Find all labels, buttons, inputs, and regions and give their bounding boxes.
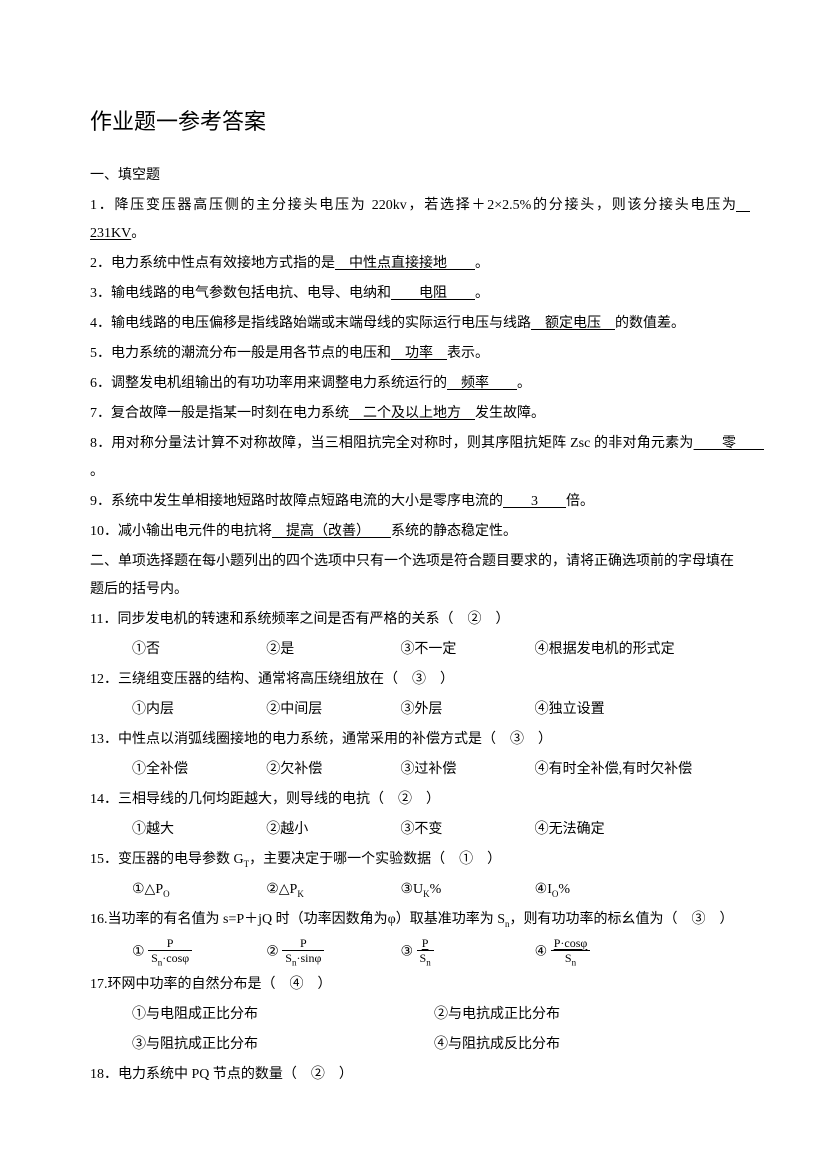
- q8-prefix: 8．用对称分量法计算不对称故障，当三相阻抗完全对称时，则其序阻抗矩阵 Zsc 的…: [90, 436, 694, 451]
- q7-prefix: 7．复合故障一般是指某一时刻在电力系统: [90, 406, 349, 421]
- q13-options: ①全补偿 ②欠补偿 ③过补偿 ④有时全补偿,有时欠补偿: [90, 756, 736, 784]
- q17-opt4: ④与阻抗成反比分布: [434, 1031, 736, 1059]
- q17-options-row2: ③与阻抗成正比分布 ④与阻抗成反比分布: [90, 1031, 736, 1059]
- q17-opt3: ③与阻抗成正比分布: [132, 1031, 434, 1059]
- question-14: 14．三相导线的几何均距越大，则导线的电抗（ ② ）: [90, 786, 736, 814]
- question-18: 18．电力系统中 PQ 节点的数量（ ② ）: [90, 1061, 736, 1089]
- q12-opt2: ②中间层: [266, 696, 400, 724]
- question-4: 4．输电线路的电压偏移是指线路始端或末端母线的实际运行电压与线路 额定电压 的数…: [90, 310, 736, 338]
- q12-opt4: ④独立设置: [535, 696, 736, 724]
- q1-prefix: 1．降压变压器高压侧的主分接头电压为 220kv，若选择＋2×2.5%的分接头，…: [90, 198, 736, 213]
- q14-opt1: ①越大: [132, 816, 266, 844]
- q13-opt1: ①全补偿: [132, 756, 266, 784]
- q8-answer: 零: [694, 436, 764, 451]
- q17-opt1: ①与电阻成正比分布: [132, 1001, 434, 1029]
- q15-opt3: ③UK%: [400, 876, 534, 904]
- q5-prefix: 5．电力系统的潮流分布一般是用各节点的电压和: [90, 346, 391, 361]
- q15-opt4: ④IO%: [535, 876, 736, 904]
- question-10: 10．减小输出电元件的电抗将 提高（改善） 系统的静态稳定性。: [90, 518, 736, 546]
- q16-opt3: ③ PSn: [400, 936, 534, 969]
- question-15: 15．变压器的电导参数 GT，主要决定于哪一个实验数据（ ① ）: [90, 846, 736, 874]
- q10-answer: 提高（改善）: [272, 524, 391, 539]
- q14-opt4: ④无法确定: [535, 816, 736, 844]
- q7-answer: 二个及以上地方: [349, 406, 475, 421]
- q11-opt1: ①否: [132, 636, 266, 664]
- q14-options: ①越大 ②越小 ③不变 ④无法确定: [90, 816, 736, 844]
- q3-prefix: 3．输电线路的电气参数包括电抗、电导、电纳和: [90, 286, 391, 301]
- question-3: 3．输电线路的电气参数包括电抗、电导、电纳和 电阻 。: [90, 280, 736, 308]
- q5-suffix: 表示。: [447, 346, 489, 361]
- q14-opt3: ③不变: [400, 816, 534, 844]
- q15-options: ①△PO ②△PK ③UK% ④IO%: [90, 876, 736, 904]
- section1-header: 一、填空题: [90, 162, 736, 190]
- question-11: 11．同步发电机的转速和系统频率之间是否有严格的关系（ ② ）: [90, 606, 736, 634]
- question-12: 12．三绕组变压器的结构、通常将高压绕组放在（ ③ ）: [90, 666, 736, 694]
- q2-prefix: 2．电力系统中性点有效接地方式指的是: [90, 256, 335, 271]
- q16-opt1: ① PSn·cosφ: [132, 936, 266, 969]
- question-9: 9．系统中发生单相接地短路时故障点短路电流的大小是零序电流的 3 倍。: [90, 488, 736, 516]
- q14-opt2: ②越小: [266, 816, 400, 844]
- q15-opt1: ①△PO: [132, 876, 266, 904]
- page-title: 作业题一参考答案: [90, 100, 736, 144]
- q9-suffix: 倍。: [566, 494, 594, 509]
- question-8: 8．用对称分量法计算不对称故障，当三相阻抗完全对称时，则其序阻抗矩阵 Zsc 的…: [90, 430, 736, 486]
- q4-prefix: 4．输电线路的电压偏移是指线路始端或末端母线的实际运行电压与线路: [90, 316, 531, 331]
- q13-opt2: ②欠补偿: [266, 756, 400, 784]
- question-7: 7．复合故障一般是指某一时刻在电力系统 二个及以上地方 发生故障。: [90, 400, 736, 428]
- q11-opt4: ④根据发电机的形式定: [535, 636, 736, 664]
- q16-prefix: 16.当功率的有名值为 s=P＋jQ 时（功率因数角为φ）取基准功率为 S: [90, 912, 505, 927]
- question-13: 13．中性点以消弧线圈接地的电力系统，通常采用的补偿方式是（ ③ ）: [90, 726, 736, 754]
- q13-opt3: ③过补偿: [400, 756, 534, 784]
- q7-suffix: 发生故障。: [475, 406, 545, 421]
- question-2: 2．电力系统中性点有效接地方式指的是 中性点直接接地 。: [90, 250, 736, 278]
- q6-answer: 频率: [447, 376, 517, 391]
- q13-opt4: ④有时全补偿,有时欠补偿: [535, 756, 736, 784]
- q17-opt2: ②与电抗成正比分布: [434, 1001, 736, 1029]
- q3-suffix: 。: [475, 286, 489, 301]
- question-16: 16.当功率的有名值为 s=P＋jQ 时（功率因数角为φ）取基准功率为 Sn，则…: [90, 906, 736, 934]
- q4-answer: 额定电压: [531, 316, 615, 331]
- question-17: 17.环网中功率的自然分布是（ ④ ）: [90, 971, 736, 999]
- q12-opt1: ①内层: [132, 696, 266, 724]
- q16-suffix: ，则有功功率的标幺值为（ ③ ）: [510, 912, 734, 927]
- q3-answer: 电阻: [391, 286, 475, 301]
- q6-suffix: 。: [517, 376, 531, 391]
- q6-prefix: 6．调整发电机组输出的有功功率用来调整电力系统运行的: [90, 376, 447, 391]
- q12-opt3: ③外层: [400, 696, 534, 724]
- q9-prefix: 9．系统中发生单相接地短路时故障点短路电流的大小是零序电流的: [90, 494, 503, 509]
- section2-header: 二、单项选择题在每小题列出的四个选项中只有一个选项是符合题目要求的，请将正确选项…: [90, 548, 736, 604]
- q15-opt2: ②△PK: [266, 876, 400, 904]
- q11-options: ①否 ②是 ③不一定 ④根据发电机的形式定: [90, 636, 736, 664]
- q5-answer: 功率: [391, 346, 447, 361]
- question-6: 6．调整发电机组输出的有功功率用来调整电力系统运行的 频率 。: [90, 370, 736, 398]
- q2-answer: 中性点直接接地: [335, 256, 475, 271]
- q11-opt2: ②是: [266, 636, 400, 664]
- q12-options: ①内层 ②中间层 ③外层 ④独立设置: [90, 696, 736, 724]
- q17-options-row1: ①与电阻成正比分布 ②与电抗成正比分布: [90, 1001, 736, 1029]
- q11-opt3: ③不一定: [400, 636, 534, 664]
- q16-opt4: ④ P·cosφSn: [535, 936, 736, 969]
- q16-opt2: ② PSn·sinφ: [266, 936, 400, 969]
- q1-suffix: 。: [131, 226, 145, 241]
- question-5: 5．电力系统的潮流分布一般是用各节点的电压和 功率 表示。: [90, 340, 736, 368]
- q16-options: ① PSn·cosφ ② PSn·sinφ ③ PSn ④ P·cosφSn: [90, 936, 736, 969]
- q9-answer: 3: [503, 494, 566, 509]
- q2-suffix: 。: [475, 256, 489, 271]
- question-1: 1．降压变压器高压侧的主分接头电压为 220kv，若选择＋2×2.5%的分接头，…: [90, 192, 736, 248]
- q8-suffix: 。: [90, 464, 104, 479]
- q15-suffix: ，主要决定于哪一个实验数据（ ① ）: [249, 852, 501, 867]
- q4-suffix: 的数值差。: [615, 316, 685, 331]
- q15-prefix: 15．变压器的电导参数 G: [90, 852, 244, 867]
- q10-suffix: 系统的静态稳定性。: [391, 524, 517, 539]
- q10-prefix: 10．减小输出电元件的电抗将: [90, 524, 272, 539]
